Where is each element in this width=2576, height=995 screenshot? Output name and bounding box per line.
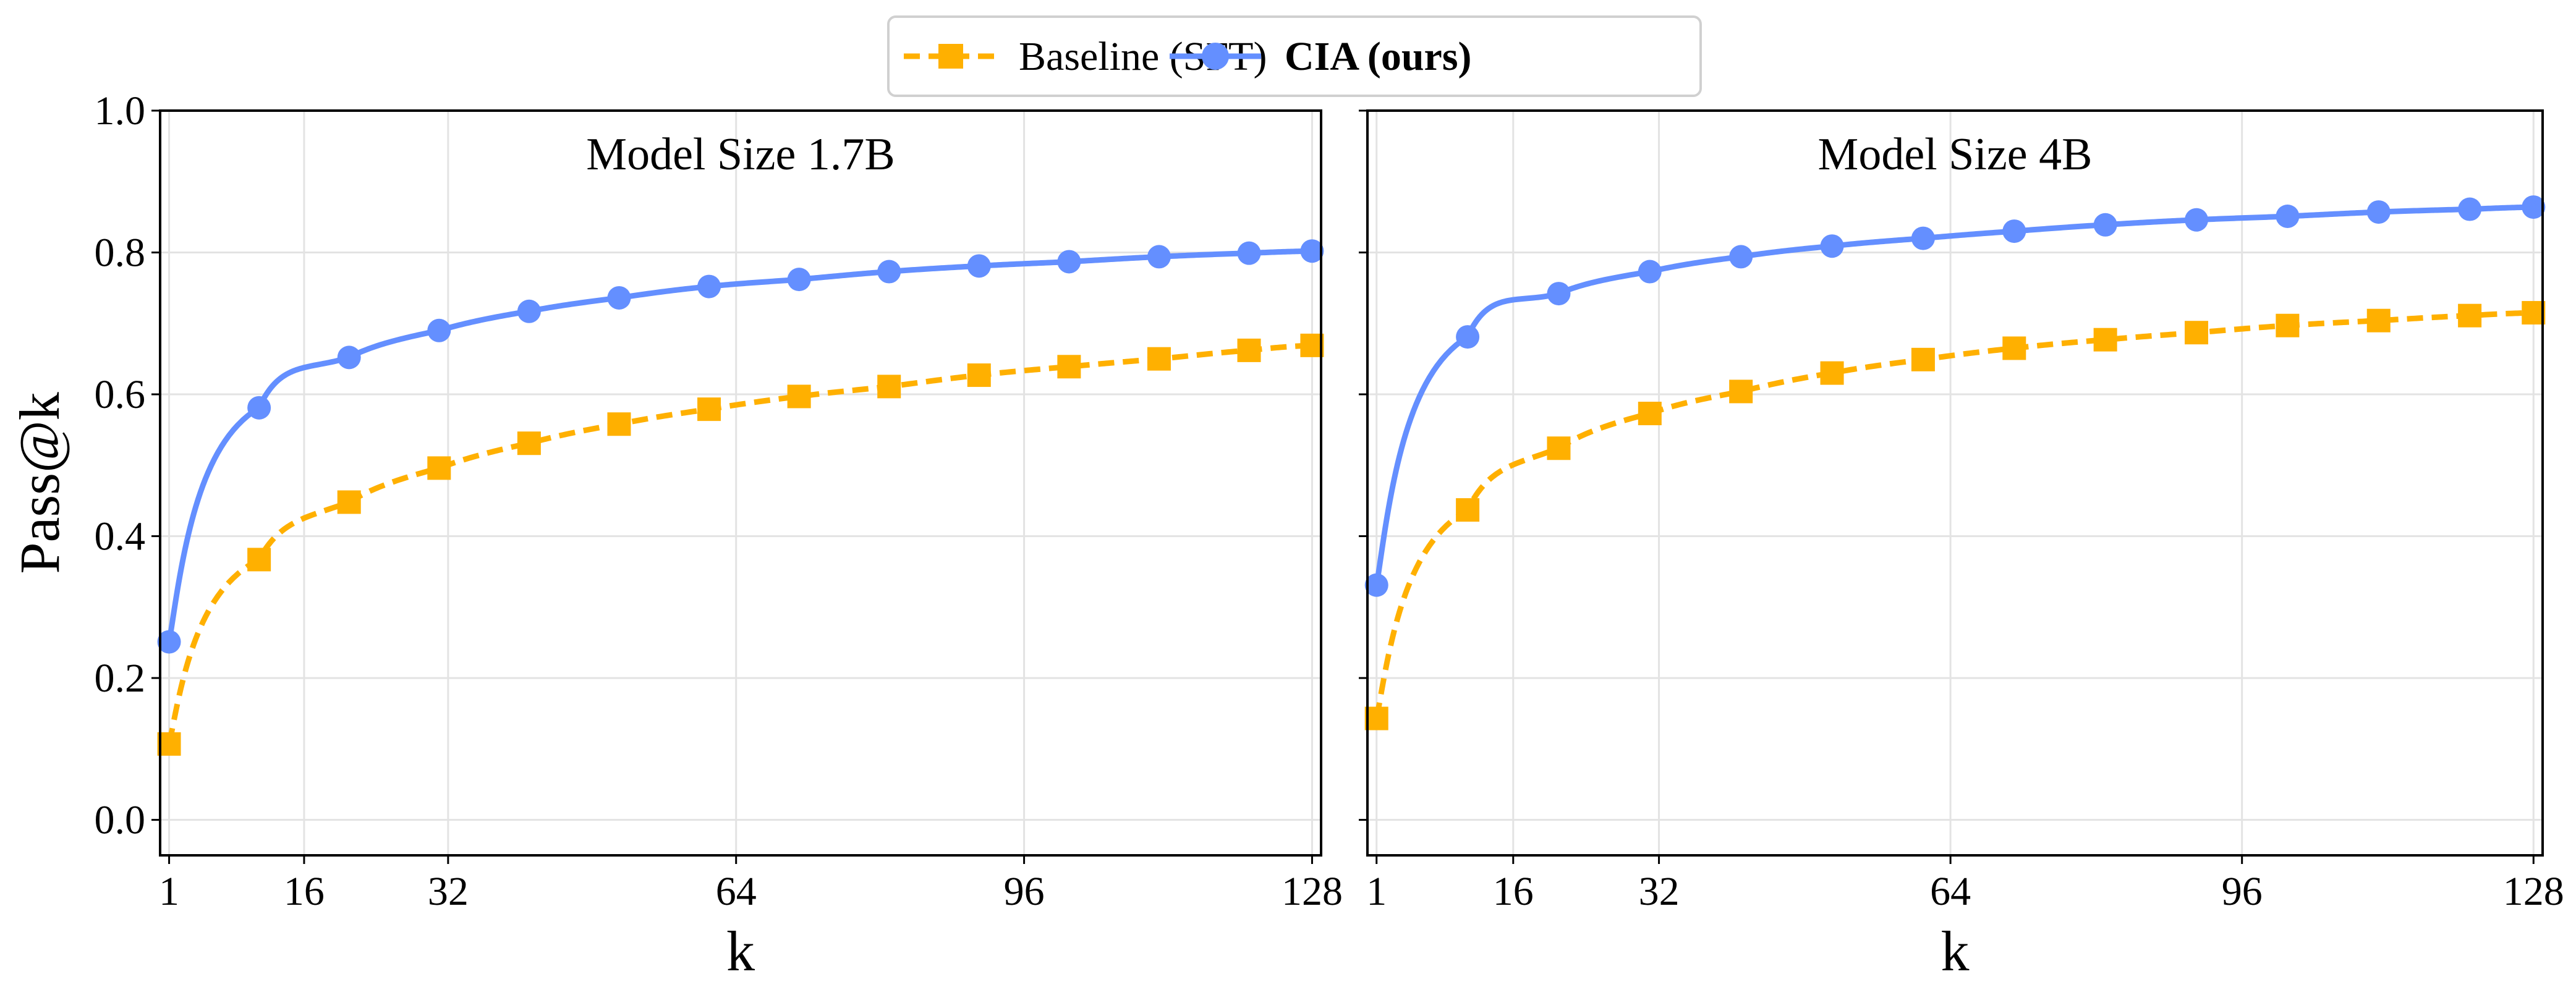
data-point-cia [967, 254, 991, 278]
data-point-baseline [2276, 313, 2300, 337]
data-point-baseline [1237, 338, 1261, 362]
data-point-cia [2458, 197, 2482, 221]
y-tick-label: 0.4 [95, 514, 146, 559]
legend-frame [887, 15, 1702, 97]
legend: Baseline (SFT) CIA (ours) [887, 15, 1702, 97]
data-point-cia [2276, 204, 2300, 228]
y-tick-label: 0.6 [95, 372, 146, 417]
data-point-cia [2185, 208, 2209, 232]
x-tick-label: 32 [428, 869, 469, 914]
data-point-baseline [2458, 303, 2482, 328]
data-point-baseline [1729, 379, 1753, 404]
data-point-baseline [1547, 436, 1571, 460]
legend-cia-circle-icon [1202, 43, 1229, 70]
data-point-baseline [1364, 706, 1388, 730]
subplot-1-7b: 1 16 32 64 96 128 0.0 0.2 0.4 0.6 0.8 1.0 Model Size… [8, 88, 1343, 983]
x-tick-label: 128 [2503, 869, 2564, 914]
data-point-cia [697, 274, 721, 298]
data-point-baseline [1911, 347, 1935, 371]
data-point-baseline [1820, 361, 1844, 385]
series-line-baseline [1374, 310, 2535, 719]
data-point-cia [1547, 282, 1571, 306]
y-tick-label: 0.2 [95, 656, 146, 701]
data-point-baseline [607, 412, 631, 436]
data-point-baseline [1638, 402, 1662, 426]
x-tick-label: 32 [1639, 869, 1680, 914]
data-point-baseline [1456, 498, 1480, 522]
data-point-cia [2522, 195, 2546, 219]
data-point-cia [427, 318, 451, 342]
data-point-cia [2366, 200, 2391, 224]
x-tick-label: 16 [284, 869, 325, 914]
subplot-title: Model Size 1.7B [586, 129, 895, 180]
x-tick-label: 1 [159, 869, 179, 914]
x-tick-label: 64 [716, 869, 757, 914]
data-point-cia [1364, 573, 1388, 597]
y-tick-label: 0.0 [95, 798, 146, 843]
data-point-cia [607, 286, 631, 310]
data-point-cia [247, 396, 271, 420]
data-point-baseline [2002, 336, 2026, 360]
data-point-baseline [2185, 321, 2209, 345]
legend-baseline-square-icon [938, 44, 963, 69]
series-line-cia [1374, 204, 2535, 586]
data-point-baseline [1057, 355, 1081, 379]
data-point-cia [1911, 226, 1935, 250]
data-point-cia [337, 345, 361, 370]
data-point-cia [1237, 241, 1261, 265]
data-point-baseline [2522, 301, 2546, 325]
data-point-baseline [1147, 347, 1171, 371]
x-tick-label: 128 [1282, 869, 1343, 914]
subplot-title: Model Size 4B [1818, 129, 2093, 180]
subplot-4b: 1 16 32 64 96 128 Model Size 4B k [1359, 109, 2564, 983]
data-point-cia [517, 299, 541, 323]
data-point-cia [1147, 245, 1171, 269]
data-point-cia [157, 630, 181, 654]
data-point-baseline [967, 363, 991, 387]
data-point-cia [1300, 239, 1324, 263]
series-line-cia [166, 248, 1314, 643]
y-tick-label: 0.8 [95, 231, 146, 276]
data-point-baseline [247, 548, 271, 572]
data-point-baseline [697, 397, 721, 421]
series-line-baseline [166, 342, 1314, 745]
x-tick-label: 1 [1366, 869, 1387, 914]
x-tick-label: 96 [1004, 869, 1045, 914]
x-tick-label: 64 [1930, 869, 1971, 914]
data-point-baseline [337, 490, 361, 514]
data-point-cia [2093, 213, 2117, 237]
data-point-cia [1638, 260, 1662, 284]
data-point-baseline [517, 431, 541, 455]
data-point-baseline [787, 384, 811, 409]
legend-cia-label: CIA (ours) [1285, 34, 1472, 79]
data-point-cia [2002, 219, 2026, 243]
x-tick-label: 16 [1493, 869, 1534, 914]
data-point-cia [1057, 250, 1081, 274]
data-point-baseline [2366, 308, 2391, 332]
data-point-cia [877, 260, 901, 284]
x-axis-label: k [1941, 920, 1970, 983]
axes-frame [159, 109, 1322, 857]
data-point-baseline [2093, 328, 2117, 352]
y-axis-label: Pass@k [8, 392, 71, 574]
x-tick-label: 96 [2222, 869, 2263, 914]
data-point-cia [1729, 245, 1753, 269]
data-point-baseline [877, 375, 901, 399]
x-axis-label: k [726, 920, 755, 983]
axes-frame [1366, 109, 2544, 857]
data-point-cia [787, 268, 811, 292]
data-point-cia [1820, 234, 1844, 258]
y-tick-label: 1.0 [95, 88, 146, 133]
data-point-baseline [427, 456, 451, 480]
data-point-cia [1456, 325, 1480, 349]
